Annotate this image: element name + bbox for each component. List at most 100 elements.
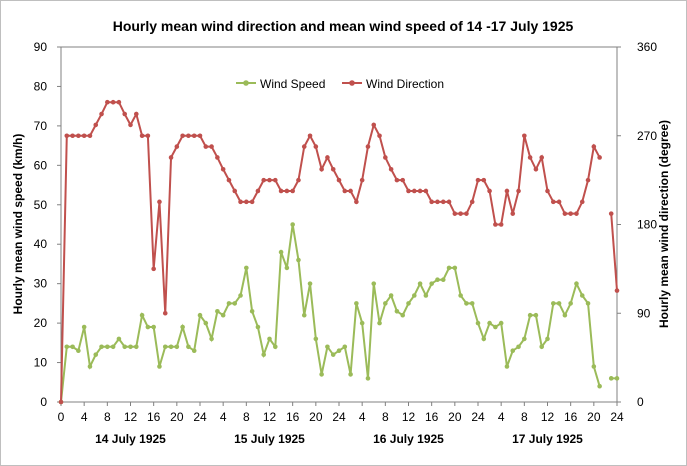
data-point (522, 133, 527, 139)
data-point (429, 199, 434, 205)
left-tick-label: 70 (34, 119, 48, 133)
data-point (568, 301, 573, 306)
right-tick-label: 360 (637, 40, 657, 54)
data-point (81, 133, 87, 139)
x-tick-label: 16 (425, 410, 439, 424)
x-tick-label: 20 (309, 410, 323, 424)
data-point (464, 211, 469, 216)
data-point (371, 122, 377, 128)
data-point (162, 344, 168, 350)
series-line (60, 101, 601, 403)
legend-item: Wind Speed (236, 77, 325, 91)
data-point (307, 281, 313, 286)
data-point (400, 312, 406, 318)
data-point (174, 144, 180, 149)
series-wind-speed (58, 222, 620, 405)
data-point (585, 301, 591, 306)
data-point (493, 324, 498, 330)
x-tick-label: 16 (147, 410, 161, 424)
data-point (411, 293, 417, 298)
data-point (348, 372, 353, 377)
data-point (145, 324, 151, 330)
data-point (435, 277, 440, 283)
day-label: 16 July 1925 (373, 432, 444, 446)
data-point (145, 133, 151, 139)
x-tick-label: 0 (58, 410, 65, 424)
x-tick-label: 16 (286, 410, 300, 424)
data-point (168, 155, 174, 160)
data-point (128, 344, 133, 350)
data-point (64, 344, 70, 350)
data-point (591, 364, 597, 369)
data-point (475, 320, 481, 326)
data-point (301, 312, 307, 318)
right-tick-label: 270 (637, 129, 657, 143)
data-point (139, 312, 145, 318)
data-point (562, 312, 568, 318)
data-point (452, 265, 458, 271)
data-point (365, 376, 371, 381)
data-point (527, 312, 533, 318)
day-label: 15 July 1925 (234, 432, 305, 446)
data-point (475, 177, 481, 183)
data-point (110, 99, 116, 105)
data-point (226, 301, 232, 306)
data-point (435, 199, 440, 205)
data-point (319, 166, 324, 172)
data-point (510, 211, 516, 216)
data-point (510, 348, 516, 354)
data-point (411, 188, 417, 194)
data-point (133, 344, 139, 350)
x-tick-label: 12 (402, 410, 416, 424)
data-point (330, 166, 336, 172)
data-point (377, 320, 382, 326)
data-point (394, 177, 400, 183)
data-point (354, 301, 359, 306)
data-point (93, 352, 99, 357)
data-point (238, 293, 243, 298)
data-point (122, 111, 128, 117)
data-point (70, 133, 75, 139)
series-layer (58, 99, 620, 405)
x-tick-label: 24 (471, 410, 485, 424)
data-point (383, 301, 388, 306)
data-point (516, 188, 521, 194)
data-point (539, 344, 545, 350)
data-point (383, 155, 388, 160)
data-point (255, 188, 261, 194)
data-point (579, 199, 585, 205)
data-point (249, 199, 255, 205)
data-point (180, 324, 185, 330)
data-point (313, 144, 319, 149)
data-point (423, 188, 429, 194)
data-point (533, 166, 539, 172)
data-point (400, 177, 406, 183)
data-point (417, 188, 423, 194)
data-point (255, 324, 261, 330)
data-point (220, 312, 226, 318)
data-point (608, 211, 614, 216)
data-point (342, 344, 348, 350)
right-tick-label: 90 (637, 306, 651, 320)
left-tick-label: 50 (34, 198, 48, 212)
data-point (458, 211, 463, 216)
x-tick-label: 24 (193, 410, 207, 424)
data-point (423, 293, 429, 298)
data-point (133, 111, 139, 117)
data-point (539, 155, 545, 160)
data-point (359, 177, 365, 183)
data-point (406, 301, 411, 306)
data-point (574, 281, 579, 286)
data-point (215, 308, 220, 314)
data-point (365, 144, 371, 149)
legend-label: Wind Speed (260, 77, 325, 91)
data-point (440, 277, 446, 283)
data-point (469, 199, 475, 205)
data-point (272, 177, 278, 183)
data-point (203, 144, 209, 149)
legend-swatch-marker (349, 80, 355, 86)
left-tick-label: 60 (34, 158, 48, 172)
data-point (417, 281, 423, 286)
data-point (290, 222, 295, 227)
data-point (151, 324, 156, 330)
